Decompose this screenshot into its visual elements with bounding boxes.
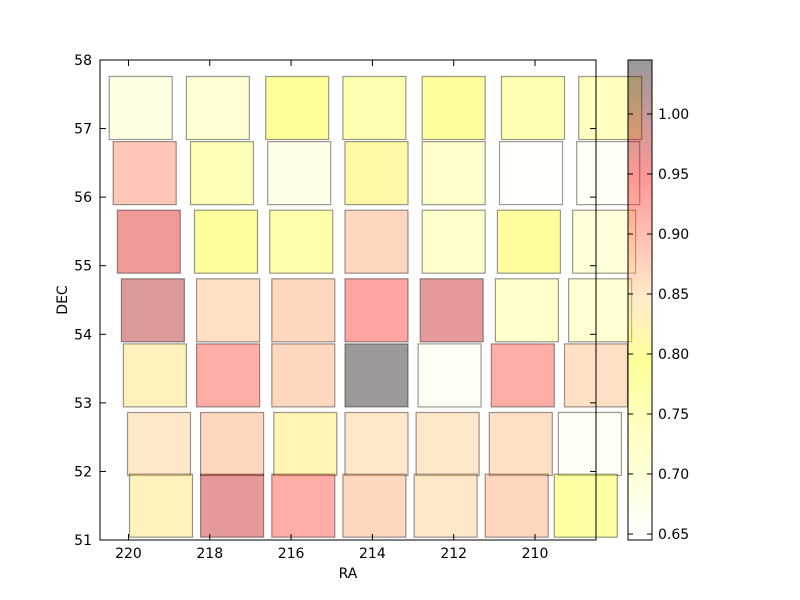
tile — [200, 473, 265, 538]
tile — [421, 209, 486, 274]
tile — [265, 75, 330, 141]
tile — [344, 411, 409, 477]
tile — [342, 75, 407, 141]
plot-frame — [99, 59, 597, 541]
y-tick-label: 56 — [74, 190, 92, 206]
tile — [108, 75, 173, 141]
tile — [267, 141, 332, 206]
x-axis-label: RA — [339, 566, 358, 582]
x-axis-ticks: 220 218 216 214 212 210 — [115, 60, 548, 562]
tile — [415, 411, 480, 477]
tile — [421, 141, 486, 206]
tile — [419, 278, 484, 343]
tile — [557, 411, 623, 477]
colorbar-tick-label: 0.70 — [658, 467, 689, 483]
tile — [500, 75, 566, 141]
tile — [189, 141, 255, 206]
colorbar-ticks: 0.65 0.70 0.75 0.80 0.85 0.90 0.95 1.00 — [628, 107, 689, 543]
tile — [200, 411, 265, 477]
colorbar-tick-label: 1.00 — [658, 107, 689, 123]
tile — [344, 209, 409, 274]
plot-border — [99, 59, 597, 541]
tile — [185, 75, 250, 141]
tile — [271, 278, 336, 343]
colorbar-tick-label: 0.65 — [658, 527, 689, 543]
tile — [498, 141, 564, 206]
colorbar — [627, 59, 653, 541]
tile — [421, 75, 486, 141]
tile — [126, 411, 192, 477]
tile — [196, 278, 261, 343]
tile — [484, 473, 549, 538]
tile — [496, 209, 561, 274]
tile — [344, 278, 409, 343]
tile — [196, 343, 261, 408]
tile-grid — [108, 75, 643, 538]
tile — [193, 209, 259, 274]
colorbar-tick-label: 0.90 — [658, 227, 689, 243]
tile — [112, 141, 177, 206]
colorbar-tick-label: 0.80 — [658, 347, 689, 363]
x-tick-label: 216 — [278, 546, 305, 562]
tile — [273, 411, 338, 477]
x-tick-label: 210 — [522, 546, 549, 562]
tile — [488, 411, 553, 477]
y-tick-label: 53 — [74, 396, 92, 412]
tile — [417, 343, 482, 408]
tile — [344, 343, 409, 408]
y-axis-ticks: 51 52 53 54 55 56 57 58 — [74, 53, 596, 549]
tile — [269, 209, 334, 274]
y-tick-label: 58 — [74, 53, 92, 69]
y-tick-label: 57 — [74, 122, 92, 138]
x-tick-label: 212 — [440, 546, 467, 562]
x-tick-label: 214 — [359, 546, 386, 562]
tile — [342, 473, 407, 538]
tile — [567, 278, 633, 343]
y-axis-label: DEC — [55, 285, 71, 315]
y-tick-label: 55 — [74, 259, 92, 275]
tile — [128, 473, 194, 538]
colorbar-gradient — [627, 59, 653, 541]
colorbar-tick-label: 0.85 — [658, 287, 689, 303]
tile — [553, 473, 618, 538]
tile — [413, 473, 478, 538]
y-tick-label: 54 — [74, 327, 92, 343]
tile — [490, 343, 555, 408]
y-tick-label: 51 — [74, 533, 92, 549]
tile — [271, 473, 336, 538]
colorbar-tick-label: 0.95 — [658, 167, 689, 183]
tile — [494, 278, 559, 343]
colorbar-tick-label: 0.75 — [658, 407, 689, 423]
tile — [122, 343, 188, 408]
tile — [571, 209, 637, 274]
tile — [271, 343, 336, 408]
tile — [116, 209, 181, 274]
y-tick-label: 52 — [74, 464, 92, 480]
x-tick-label: 220 — [115, 546, 142, 562]
x-tick-label: 218 — [196, 546, 223, 562]
tile — [344, 141, 409, 206]
tile — [120, 278, 186, 343]
